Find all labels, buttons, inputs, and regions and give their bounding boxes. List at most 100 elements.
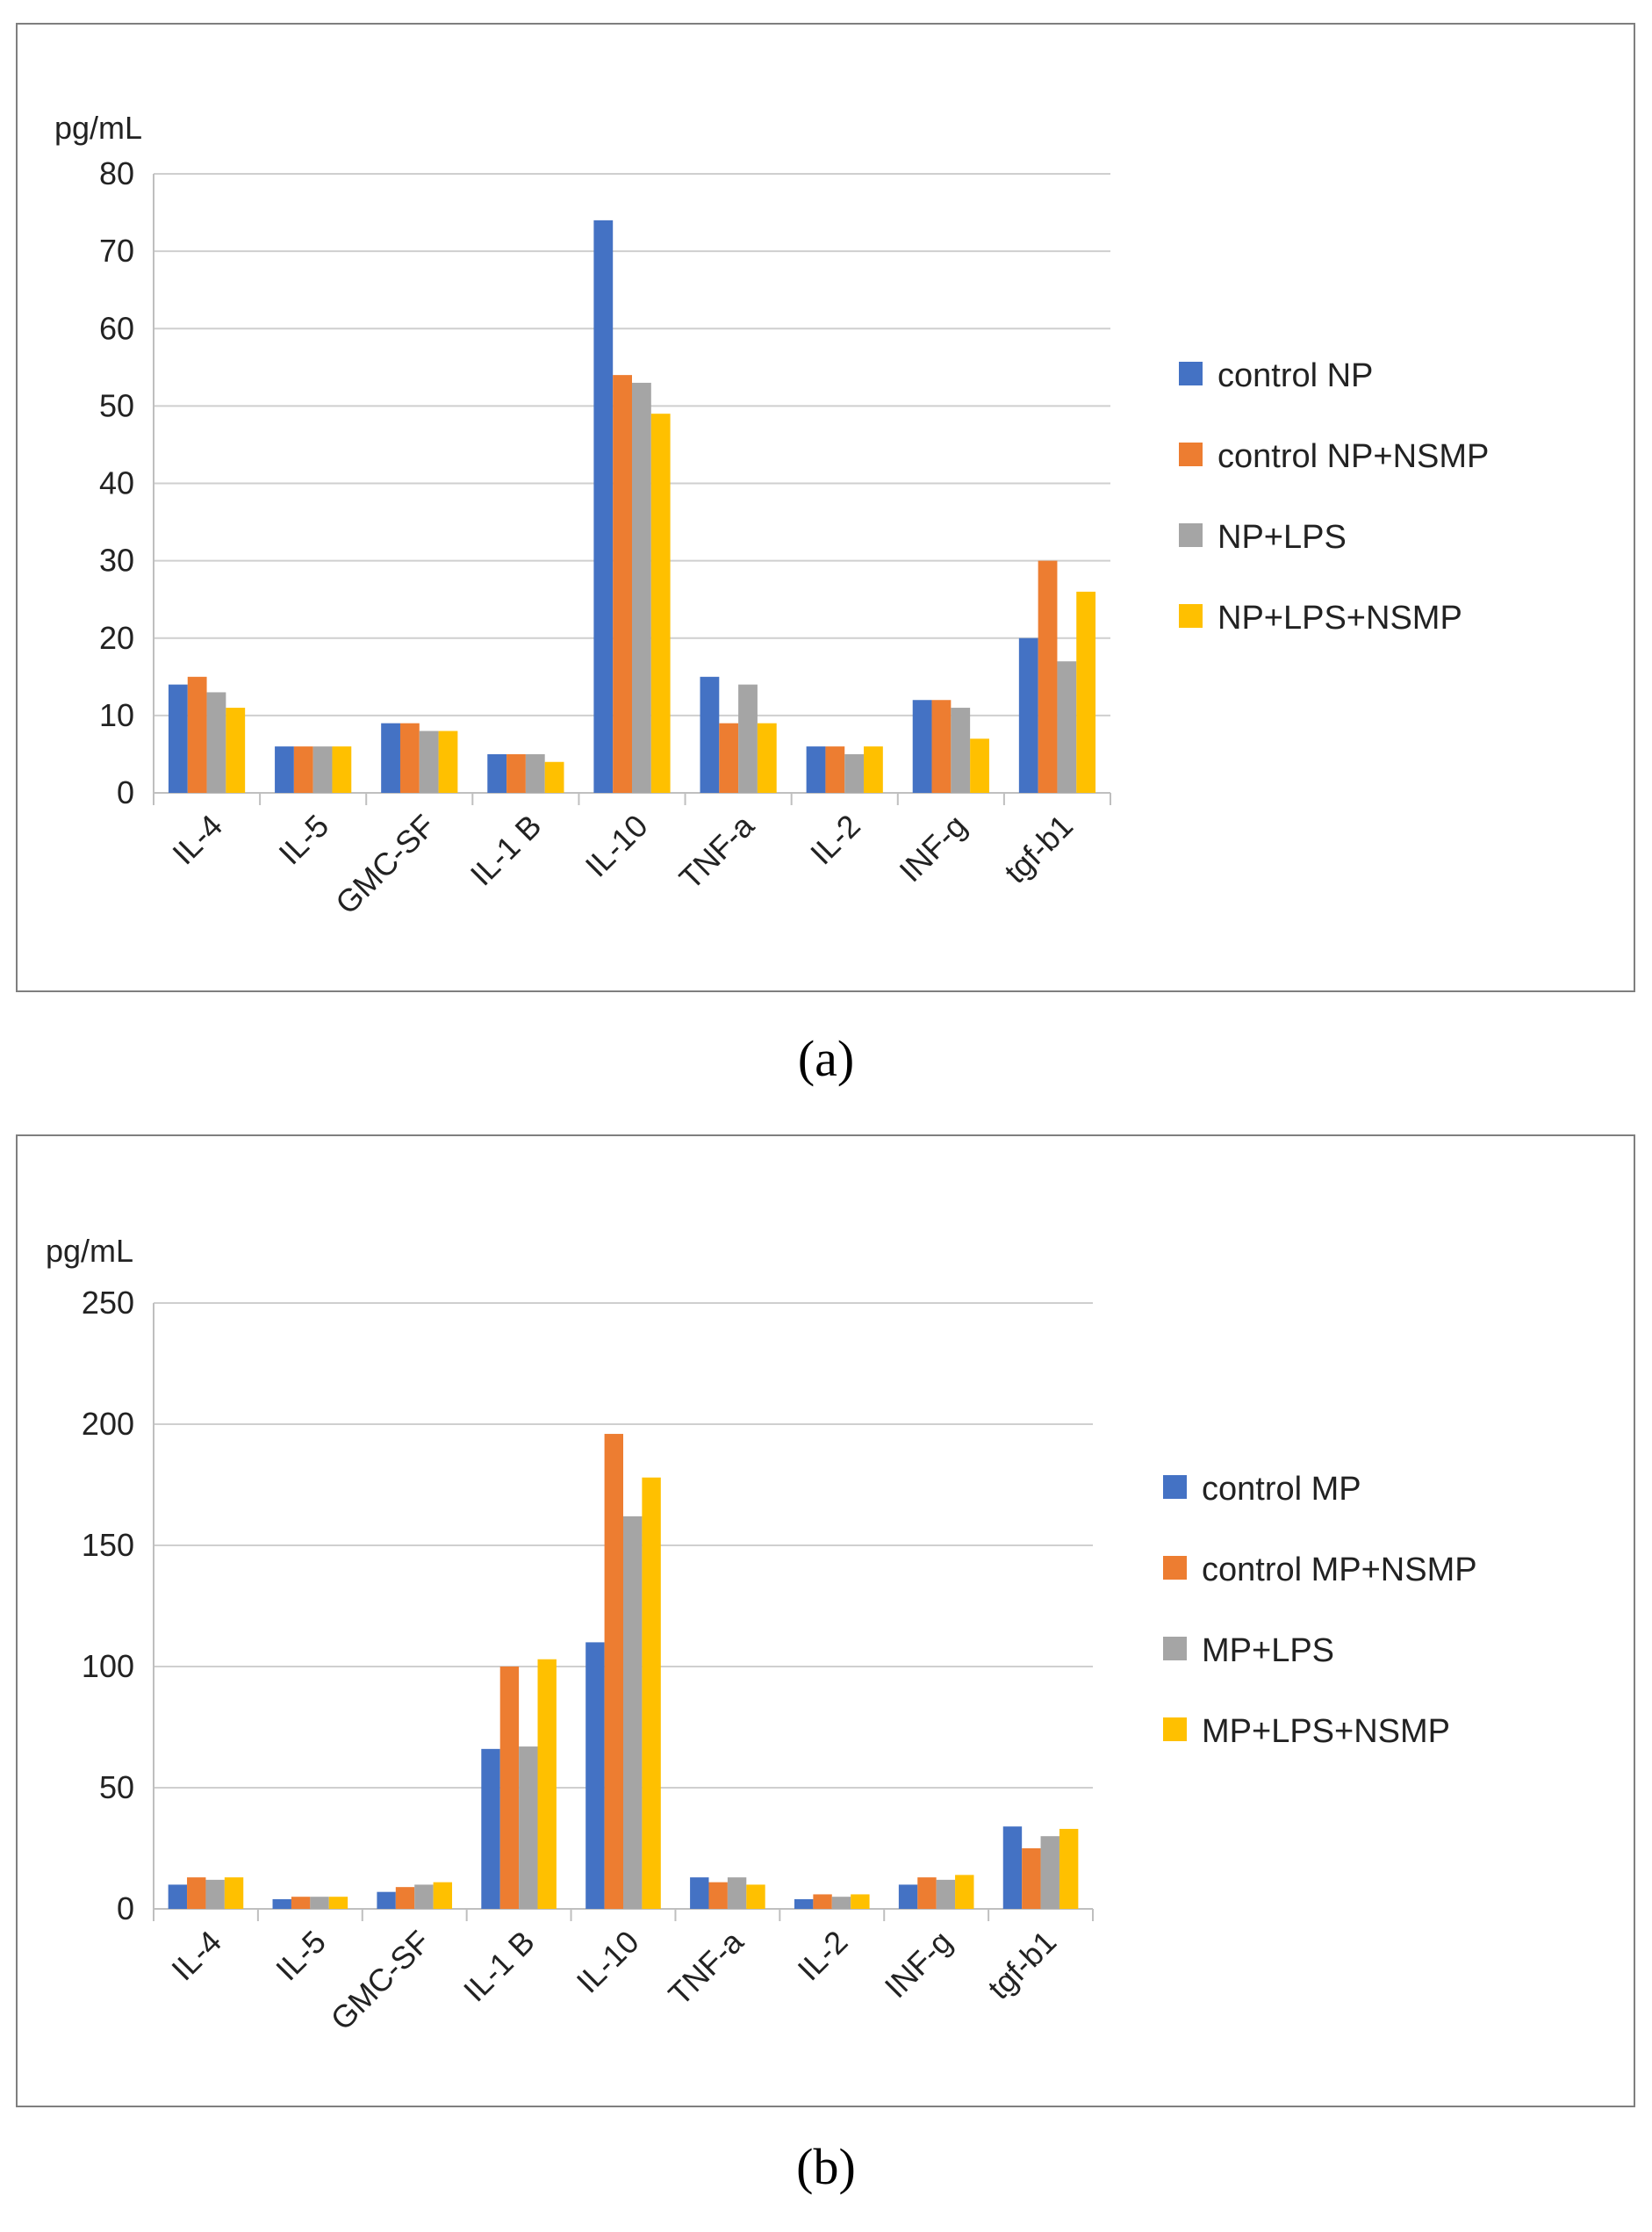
- bar-control-mp: [272, 1898, 291, 1909]
- bar-control-np: [275, 746, 294, 793]
- y-tick-label: 0: [117, 774, 134, 810]
- x-tick-label: TNF-a: [661, 1923, 751, 2012]
- bar-control-np: [381, 723, 400, 793]
- x-tick-label: IL-10: [578, 808, 655, 884]
- x-tick-label: IL-1 B: [456, 1924, 542, 2009]
- bar-control-np-nsmp: [506, 753, 526, 793]
- legend-swatch: [1163, 1717, 1187, 1741]
- bar-control-mp: [585, 1642, 605, 1909]
- bar-mp-lps-nsmp: [328, 1897, 348, 1909]
- bar-np-lps-nsmp: [544, 761, 564, 793]
- x-tick-label: IL-5: [269, 1924, 333, 1988]
- bar-control-np-nsmp: [613, 375, 632, 793]
- bar-np-lps: [206, 692, 226, 793]
- y-tick-label: 70: [99, 233, 134, 269]
- bar-control-np: [1018, 637, 1038, 793]
- legend-label: control NP: [1217, 357, 1373, 394]
- x-tick-label: tgf-b1: [980, 1924, 1063, 2006]
- bar-control-mp-nsmp: [1022, 1848, 1041, 1909]
- bar-mp-lps-nsmp: [955, 1875, 974, 1909]
- x-tick-label: GMC-SF: [323, 1924, 436, 2037]
- chart-panel-a: [16, 23, 1635, 992]
- x-tick-label: IL-4: [164, 1924, 228, 1988]
- bar-control-mp-nsmp: [187, 1877, 206, 1909]
- bar-np-lps-nsmp: [438, 731, 458, 793]
- chart-panel-b: [16, 1134, 1635, 2107]
- legend-swatch: [1163, 1637, 1187, 1660]
- y-tick-label: 200: [82, 1406, 134, 1442]
- bar-control-mp: [168, 1884, 188, 1909]
- bar-mp-lps-nsmp: [746, 1884, 765, 1909]
- bar-np-lps: [525, 753, 545, 793]
- bar-np-lps-nsmp: [1076, 591, 1096, 793]
- bar-control-np: [168, 684, 188, 793]
- bar-np-lps-nsmp: [970, 738, 989, 793]
- bar-control-np: [700, 676, 720, 793]
- bar-np-lps: [632, 382, 651, 793]
- bar-np-lps: [738, 684, 758, 793]
- legend-label: control MP+NSMP: [1202, 1552, 1477, 1588]
- bar-mp-lps: [727, 1877, 747, 1909]
- bar-control-np: [806, 746, 826, 793]
- bar-control-np-nsmp: [399, 723, 420, 793]
- x-tick-label: IL-1 B: [463, 808, 549, 893]
- legend-label: control MP: [1202, 1471, 1361, 1508]
- legend-label: NP+LPS+NSMP: [1217, 600, 1462, 637]
- y-tick-label: 60: [99, 310, 134, 346]
- bar-np-lps-nsmp: [226, 708, 246, 793]
- bar-np-lps-nsmp: [864, 746, 883, 793]
- bar-control-mp: [898, 1884, 918, 1909]
- bar-control-mp-nsmp: [395, 1887, 415, 1909]
- legend-swatch: [1163, 1475, 1187, 1499]
- legend-swatch: [1179, 362, 1203, 385]
- y-tick-label: 10: [99, 697, 134, 733]
- bar-mp-lps: [831, 1897, 851, 1909]
- bar-np-lps-nsmp: [650, 414, 671, 793]
- bar-control-mp-nsmp: [813, 1894, 832, 1909]
- bar-control-mp-nsmp: [291, 1897, 311, 1909]
- x-tick-label: IL-2: [791, 1924, 855, 1988]
- bar-control-np-nsmp: [719, 723, 739, 793]
- x-tick-label: INF-g: [878, 1924, 959, 2005]
- panel-label-b: (b): [796, 2138, 856, 2195]
- bar-control-mp: [1002, 1826, 1023, 1909]
- bar-mp-lps: [936, 1879, 956, 1909]
- legend-label: MP+LPS: [1202, 1632, 1334, 1669]
- x-tick-label: IL-2: [803, 808, 867, 872]
- unit-label: pg/mL: [54, 110, 142, 146]
- bar-mp-lps-nsmp: [433, 1882, 453, 1909]
- bar-np-lps: [1057, 661, 1077, 793]
- x-tick-label: IL-10: [570, 1924, 646, 2000]
- x-tick-label: GMC-SF: [328, 808, 442, 921]
- bar-control-mp: [481, 1748, 500, 1909]
- y-tick-label: 100: [82, 1648, 134, 1684]
- bar-mp-lps-nsmp: [224, 1877, 244, 1909]
- bar-control-mp-nsmp: [604, 1434, 623, 1909]
- x-tick-label: tgf-b1: [997, 808, 1080, 890]
- bar-control-mp: [794, 1898, 814, 1909]
- x-tick-label: IL-4: [165, 808, 229, 872]
- y-tick-label: 20: [99, 620, 134, 656]
- bar-control-mp: [377, 1891, 396, 1909]
- x-tick-label: TNF-a: [672, 807, 762, 896]
- bar-np-lps: [419, 731, 439, 793]
- bar-control-mp-nsmp: [499, 1667, 520, 1909]
- bar-control-np-nsmp: [293, 746, 313, 793]
- y-tick-label: 30: [99, 543, 134, 579]
- bar-mp-lps-nsmp: [851, 1894, 870, 1909]
- bar-mp-lps: [623, 1516, 643, 1909]
- bar-control-mp: [690, 1877, 709, 1909]
- bar-np-lps-nsmp: [332, 746, 352, 793]
- legend-label: NP+LPS: [1217, 519, 1347, 556]
- y-tick-label: 50: [99, 387, 134, 423]
- legend-swatch: [1179, 443, 1203, 466]
- panel-label-a: (a): [797, 1030, 855, 1087]
- bar-np-lps-nsmp: [757, 723, 777, 793]
- bar-mp-lps: [519, 1746, 538, 1909]
- y-tick-label: 50: [99, 1769, 134, 1805]
- bar-control-np: [593, 220, 614, 793]
- legend-swatch: [1179, 604, 1203, 628]
